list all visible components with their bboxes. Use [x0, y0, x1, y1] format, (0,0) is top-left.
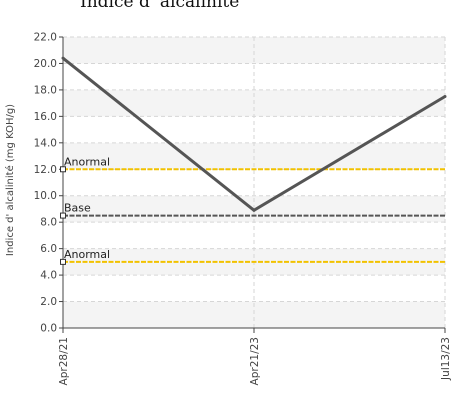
x-tick-label: Apr21/23	[249, 337, 261, 385]
reference-label: Anormal	[64, 248, 110, 261]
y-tick-label: 4.0	[40, 270, 57, 282]
y-tick-label: 10.0	[34, 190, 57, 202]
y-axis-title: Indice d' alcalinité (mg KOH/g)	[4, 104, 16, 256]
reference-label: Anormal	[64, 155, 110, 168]
data-point	[443, 95, 447, 99]
reference-marker	[60, 258, 66, 265]
x-tick-label: Jul13/23	[440, 337, 452, 381]
x-tick-label: Apr28/21	[58, 337, 70, 385]
data-point	[252, 208, 256, 212]
reference-label: Base	[64, 202, 91, 215]
y-tick-label: 14.0	[34, 137, 57, 149]
reference-marker	[60, 212, 66, 219]
y-tick-label: 16.0	[34, 111, 57, 123]
y-tick-label: 2.0	[40, 296, 57, 308]
chart-title: Indice d' alcalinité	[80, 0, 240, 12]
y-tick-label: 18.0	[34, 84, 57, 96]
y-tick-label: 8.0	[40, 217, 57, 229]
y-tick-label: 22.0	[34, 32, 57, 44]
y-tick-label: 12.0	[34, 164, 57, 176]
reference-marker	[60, 166, 66, 173]
y-tick-label: 0.0	[40, 323, 57, 335]
y-tick-label: 6.0	[40, 243, 57, 255]
data-point	[61, 56, 65, 60]
y-tick-label: 20.0	[34, 58, 57, 70]
